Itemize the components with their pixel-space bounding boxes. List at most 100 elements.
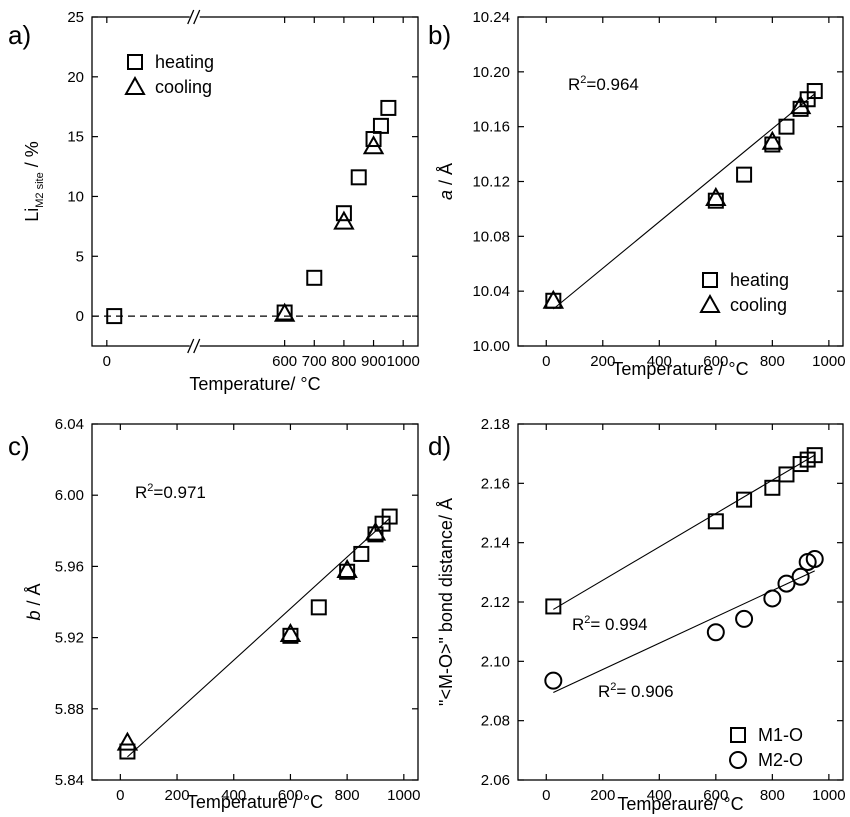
panel-c: c) 5.84 5.88 5.92 5.96 6.00 6.04 0 200 400 600 800 1… [8,416,421,812]
axis-break-gap [189,343,200,349]
square-marker [778,118,795,135]
plot-frame [91,423,419,781]
x-tick-label: 0 [116,787,124,804]
y-tick-label: 20 [67,69,84,86]
triangle-marker [273,302,296,322]
y-tick-label: 2.18 [481,416,510,433]
x-tick-label: 700 [302,353,327,370]
y-tick-label: 5.92 [55,630,84,647]
triangle-marker [116,731,139,751]
triangle-marker [789,95,812,115]
x-tick-label: 800 [760,787,785,804]
y-tick-label: 10.04 [472,283,510,300]
r-squared-sup: 2 [580,74,586,86]
y-axis-title: "<M-O>" bond distance/ Å [436,498,456,706]
series-cooling [116,521,387,751]
plot-frame [91,16,419,347]
y-axis-title-unit: / % [22,141,42,172]
legend: heating cooling [699,270,789,315]
legend-label: heating [155,52,214,72]
square-marker [736,166,753,183]
square-marker [806,447,823,464]
x-axis-title: Temperature/ °C [189,374,320,394]
circle-marker [735,609,754,628]
x-tick-label: 1000 [812,353,845,370]
x-tick-label: 400 [647,787,672,804]
r-squared-annotation: R2=0.971 [135,482,206,502]
square-marker [306,269,323,286]
series-cooling [542,95,812,309]
circle-marker [544,671,563,690]
legend-label: M1-O [758,725,803,745]
y-axis-title-main: "<M-O>" bond distance/ Å [436,498,456,706]
square-marker [702,272,718,288]
triangle-marker [364,521,387,541]
y-axis-title: b / Å [24,583,44,620]
square-marker [372,117,389,134]
y-tick-label: 5.88 [55,701,84,718]
r-squared-value: = 0.906 [616,682,673,701]
x-tick-label: 1000 [386,353,419,370]
legend-label: cooling [155,77,212,97]
y-axis-title-main: a [436,190,456,200]
square-marker [380,99,397,116]
panel-label: c) [8,431,30,461]
legend-label: heating [730,270,789,290]
y-axis-title: LiM2 site / % [22,141,46,222]
x-tick-label: 600 [278,787,303,804]
square-marker [545,598,562,615]
square-marker [778,466,795,483]
square-marker [353,545,370,562]
legend-label: cooling [730,295,787,315]
r-squared-value: = 0.994 [590,615,647,634]
y-tick-label: 10.00 [472,338,510,355]
square-marker [119,743,136,760]
y-tick-label: 0 [76,308,84,325]
axis-break-gap [189,14,200,20]
square-marker [335,205,352,222]
y-tick-label: 5.96 [55,558,84,575]
y-tick-label: 5.84 [55,772,84,789]
panel-b: b) 10.00 10.04 10.08 10.12 10.16 10.20 10.24 0 20… [428,9,846,379]
y-tick-label: 10.08 [472,228,510,245]
panel-d: d) 2.06 2.08 2.10 2.12 2.14 2.16 2.18 0 200 400 600… [428,416,846,814]
square-marker [736,491,753,508]
circle-marker [805,549,824,568]
x-tick-label: 200 [590,353,615,370]
square-marker [806,83,823,100]
axis-break-mark [187,338,195,354]
panel-label: a) [8,20,31,50]
circle-marker [777,574,796,593]
y-axis-title-main: Li [22,208,42,222]
x-tick-label: 600 [272,353,297,370]
legend: M1-O M2-O [729,725,803,770]
series-cooling [273,135,385,322]
y-tick-label: 2.10 [481,653,510,670]
triangle-marker [542,289,565,309]
x-tick-label: 600 [703,787,728,804]
square-marker [106,308,123,325]
triangle-marker [336,558,358,578]
panel-label: d) [428,431,451,461]
x-axis-title: Temperaure/ °C [617,794,743,814]
triangle-marker [124,75,146,95]
r-squared-base: R [598,682,610,701]
r-squared-sup: 2 [584,614,590,626]
square-marker [310,599,327,616]
x-tick-label: 400 [221,787,246,804]
r-squared-sup: 2 [147,482,153,494]
circle-marker [729,751,747,769]
r-squared-sup: 2 [610,681,616,693]
x-tick-label: 1000 [387,787,420,804]
x-tick-label: 800 [335,787,360,804]
y-tick-label: 2.16 [481,475,510,492]
series-heating [106,99,397,325]
axis-break-mark [187,9,195,25]
y-tick-label: 2.14 [481,535,510,552]
x-tick-label: 1000 [812,787,845,804]
circle-marker [763,589,782,608]
y-tick-label: 15 [67,129,84,146]
y-tick-label: 2.08 [481,713,510,730]
y-tick-label: 10.24 [472,9,510,26]
